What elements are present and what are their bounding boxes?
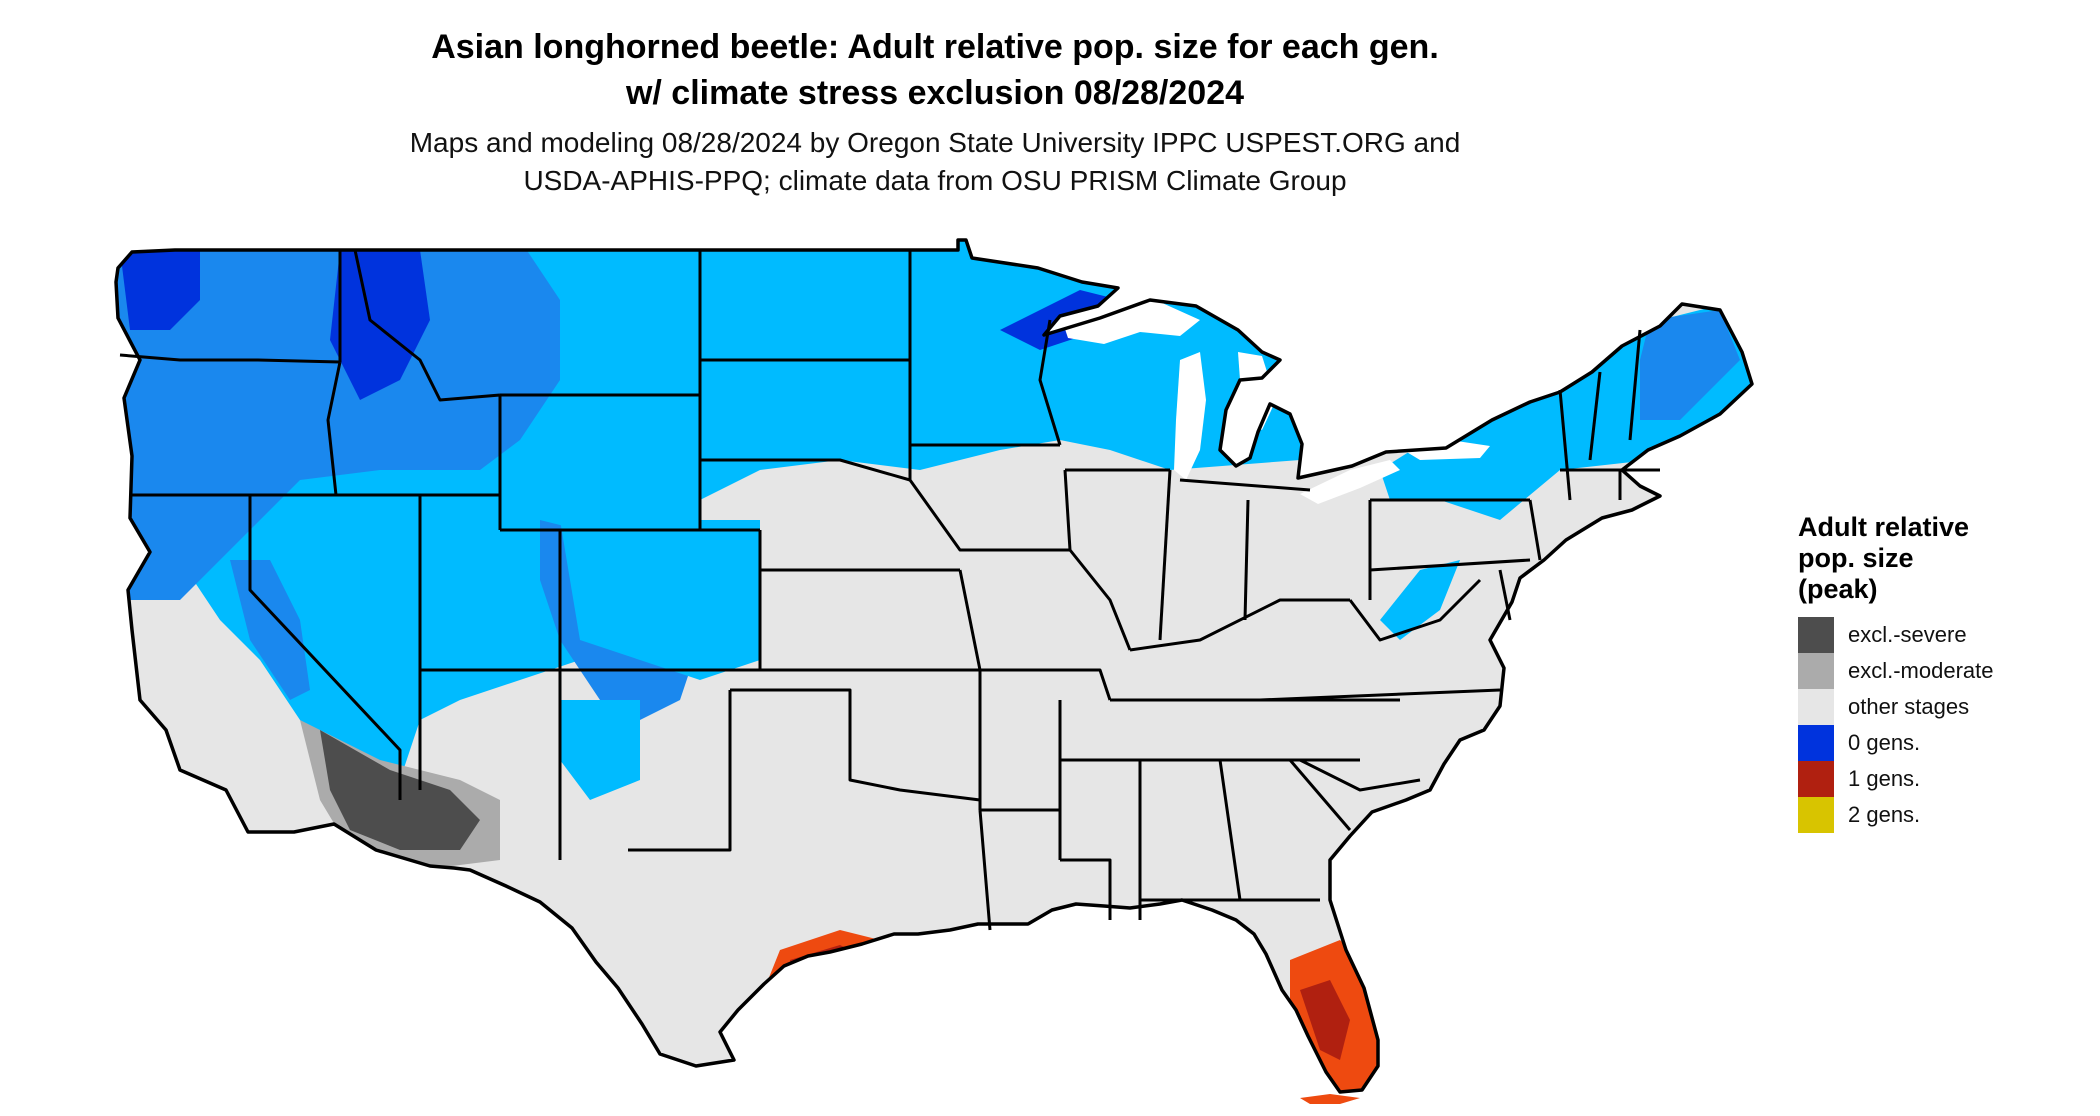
legend-swatch	[1798, 725, 1834, 761]
legend-item: other stages	[1798, 689, 2088, 725]
border-pa-south	[1369, 558, 1531, 572]
border-mi-in-oh	[1179, 478, 1311, 492]
border-wa-or	[119, 353, 341, 364]
legend-item: 0 gens.	[1798, 725, 2088, 761]
title-line-1: Asian longhorned beetle: Adult relative …	[431, 28, 1439, 66]
legend-title: Adult relative pop. size (peak)	[1798, 512, 2088, 605]
legend-label: 1 gens.	[1848, 766, 1921, 791]
lake-ontario	[1400, 440, 1490, 460]
zone-light-blue-appalachian	[1380, 560, 1460, 640]
legend-swatch	[1798, 761, 1834, 797]
border-ok-panhandle	[730, 688, 981, 802]
zone-darkred-florida	[1300, 980, 1350, 1060]
map-title: Asian longhorned beetle: Adult relative …	[0, 24, 1870, 116]
border-la-ms-south	[1060, 858, 1112, 920]
legend-items: excl.-severe excl.-moderate other stages 0 …	[1798, 617, 2088, 833]
zone-dark-blue-idaho	[330, 250, 430, 400]
map-subtitle: Maps and modeling 08/28/2024 by Oregon S…	[0, 124, 1870, 200]
legend-title-line-3: (peak)	[1798, 574, 1878, 604]
border-nh-me	[1628, 329, 1642, 441]
zone-light-blue-sierra	[230, 560, 310, 700]
border-ky-north	[1129, 598, 1350, 652]
border-il-mo	[1063, 469, 1132, 651]
border-ca-nv	[248, 495, 402, 800]
zone-mid-blue-west	[116, 240, 560, 600]
legend-label: excl.-severe	[1848, 622, 1967, 647]
lake-erie	[1300, 460, 1400, 504]
florida-keys	[1300, 1094, 1360, 1104]
title-line-2: w/ climate stress exclusion 08/28/2024	[625, 74, 1245, 112]
legend-item: 2 gens.	[1798, 797, 2088, 833]
zone-light-blue-colorado	[560, 520, 760, 680]
border-nm-tx	[628, 690, 732, 852]
legend-swatch	[1798, 653, 1834, 689]
legend-swatch	[1798, 689, 1834, 725]
lake-superior	[1062, 300, 1200, 344]
border-ia-ne-mo	[908, 479, 1070, 552]
zone-dark-blue-cascades	[120, 250, 200, 330]
legend-item: excl.-severe	[1798, 617, 2088, 653]
state-borders	[119, 249, 1660, 931]
lake-michigan	[1174, 352, 1206, 480]
subtitle-line-1: Maps and modeling 08/28/2024 by Oregon S…	[409, 127, 1461, 158]
border-md-de	[1498, 569, 1512, 621]
legend: Adult relative pop. size (peak) excl.-se…	[1798, 512, 2088, 833]
zone-light-blue-newmexico	[560, 700, 640, 800]
legend-item: excl.-moderate	[1798, 653, 2088, 689]
legend-label: excl.-moderate	[1848, 658, 1994, 683]
border-mo	[958, 569, 1112, 701]
border-va-nc	[1259, 688, 1501, 702]
border-la-tx	[978, 809, 992, 931]
border-il-in	[1158, 469, 1172, 641]
border-nc-sc	[1299, 758, 1421, 792]
legend-swatch	[1798, 797, 1834, 833]
border-mn-wi	[1038, 319, 1062, 446]
zone-mid-blue-maine	[1640, 310, 1740, 420]
border-id-mt	[353, 249, 501, 402]
border-in-oh	[1243, 499, 1250, 621]
legend-label: other stages	[1848, 694, 1970, 719]
legend-title-line-2: pop. size	[1798, 543, 1914, 573]
legend-swatch	[1798, 617, 1834, 653]
subtitle-line-2: USDA-APHIS-PPQ; climate data from OSU PR…	[523, 165, 1347, 196]
legend-label: 0 gens.	[1848, 730, 1921, 755]
border-nj	[1528, 499, 1542, 561]
border-vt-nh	[1588, 371, 1602, 461]
legend-title-line-1: Adult relative	[1798, 512, 1970, 542]
border-sd-ne	[700, 458, 911, 482]
legend-label: 2 gens.	[1848, 802, 1921, 827]
zone-darkred-texas	[790, 945, 870, 1050]
border-al-ga	[1218, 759, 1242, 901]
legend-item: 1 gens.	[1798, 761, 2088, 797]
border-ny-ne	[1558, 389, 1572, 501]
border-or-id	[326, 361, 342, 496]
border-wv-va	[1348, 578, 1482, 642]
border-ga-sc	[1288, 759, 1352, 831]
us-outline	[114, 238, 1754, 1094]
